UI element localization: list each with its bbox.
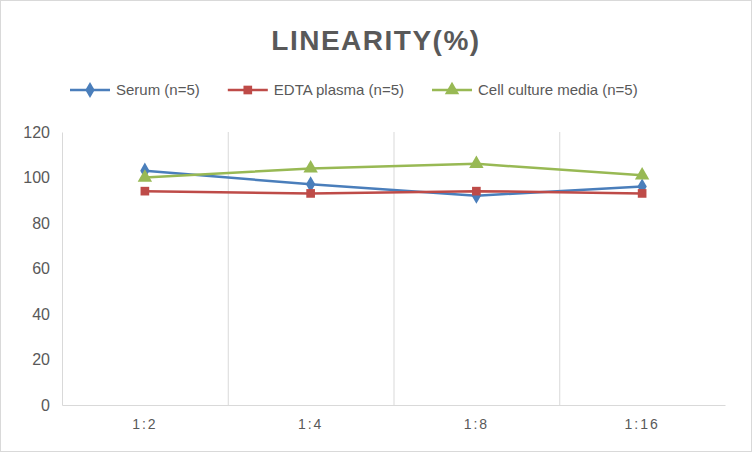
y-tick: 120 [23, 124, 62, 141]
y-tick-label: 0 [41, 397, 50, 414]
y-tick-label: 60 [32, 260, 50, 277]
series-marker [635, 167, 649, 179]
y-tick: 20 [32, 351, 62, 368]
y-tick-label: 120 [23, 124, 50, 141]
chart: LINEARITY(%) 0 20 40 60 80 100 120 1:2 1:4 1:8 1:16… [0, 0, 752, 452]
y-tick: 80 [32, 215, 62, 232]
series-marker [141, 187, 150, 196]
series-marker [469, 156, 483, 168]
series-marker [306, 189, 315, 198]
y-tick-label: 40 [32, 306, 50, 323]
series-marker [638, 189, 647, 198]
y-axis: 0 20 40 60 80 100 120 [23, 124, 62, 414]
x-tick: 1:2 [132, 405, 157, 432]
series-marker [472, 187, 481, 196]
legend-marker [445, 82, 459, 94]
series-line [145, 164, 642, 178]
x-tick: 1:4 [298, 405, 323, 432]
legend-item: Serum (n=5) [70, 81, 200, 98]
series-marker [303, 160, 317, 172]
grid [228, 132, 560, 405]
legend-label: Serum (n=5) [116, 81, 200, 98]
x-axis: 1:2 1:4 1:8 1:16 [63, 405, 726, 432]
y-tick: 0 [41, 397, 62, 414]
x-tick-label: 1:2 [132, 416, 157, 432]
x-tick-label: 1:4 [298, 416, 323, 432]
x-axis-line [63, 405, 726, 406]
legend-label: Cell culture media (n=5) [478, 81, 638, 98]
grid-line [394, 132, 395, 405]
legend: Serum (n=5) EDTA plasma (n=5) Cell culture… [70, 81, 638, 98]
y-axis-line [62, 133, 63, 406]
series-marker [472, 188, 481, 204]
x-tick: 1:8 [464, 405, 489, 432]
chart-border [1, 1, 752, 452]
y-tick: 100 [23, 169, 62, 186]
series-line [145, 191, 642, 193]
plot-area [138, 156, 650, 204]
legend-marker [85, 82, 94, 98]
x-tick-label: 1:16 [625, 416, 660, 432]
x-tick-label: 1:8 [464, 416, 489, 432]
legend-label: EDTA plasma (n=5) [274, 81, 404, 98]
legend-item: Cell culture media (n=5) [432, 81, 638, 98]
x-tick: 1:16 [625, 405, 660, 432]
grid-line [559, 132, 560, 405]
y-tick-label: 20 [32, 351, 50, 368]
y-tick-label: 100 [23, 169, 50, 186]
y-tick-label: 80 [32, 215, 50, 232]
legend-marker [243, 86, 252, 95]
y-tick: 40 [32, 306, 62, 323]
series-marker [138, 169, 152, 181]
title: LINEARITY(%) [271, 25, 480, 56]
y-tick: 60 [32, 260, 62, 277]
legend-item: EDTA plasma (n=5) [228, 81, 404, 98]
